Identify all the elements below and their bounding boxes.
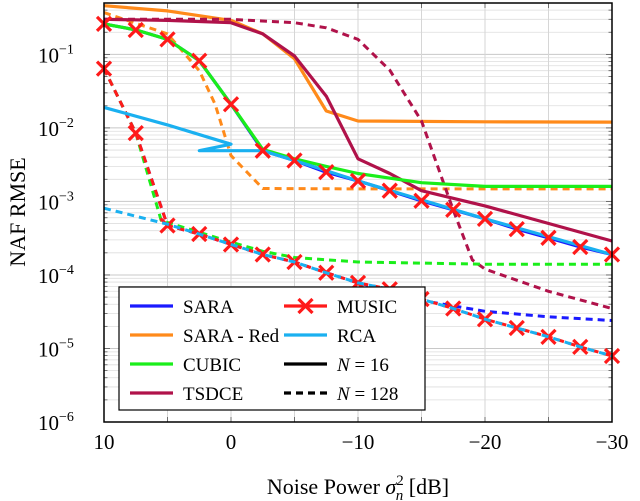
legend-entry: SARA: [130, 297, 234, 318]
music-marker: [222, 96, 240, 113]
legend-entry: N = 16: [284, 355, 389, 376]
music-marker: [508, 319, 525, 337]
music-marker: [445, 201, 462, 218]
y-tick-base: 10: [38, 43, 59, 67]
legend-label-value: = 16: [350, 355, 389, 376]
music-marker: [159, 31, 176, 48]
series-tsdce-n-128-: [104, 17, 613, 310]
legend-entry: SARA - Red: [130, 326, 280, 347]
x-axis-label: Noise Power σ2 n [dB]: [267, 473, 449, 501]
x-label-symbol: σ: [385, 474, 397, 499]
music-marker: [286, 152, 303, 169]
legend-entry: RCA: [284, 326, 376, 347]
legend-entry: N = 128: [284, 384, 398, 405]
legend-label: N = 16: [336, 355, 389, 376]
music-marker: [540, 229, 557, 246]
y-tick-base: 10: [38, 264, 59, 288]
music-marker: [254, 246, 271, 263]
y-tick-label: 10−4: [38, 263, 74, 288]
series-line: [103, 4, 613, 124]
music-marker: [381, 182, 398, 199]
legend-label: TSDCE: [183, 384, 243, 405]
legend-label: RCA: [337, 326, 376, 347]
legend-label: SARA: [183, 297, 234, 318]
series-tsdce-n-16-: [103, 17, 613, 243]
y-tick-exponent: −4: [59, 263, 74, 278]
y-axis-label: NAF RMSE: [5, 157, 30, 266]
music-marker: [572, 238, 589, 256]
legend-label: SARA - Red: [183, 326, 280, 347]
y-tick-exponent: −3: [59, 189, 74, 204]
y-tick-label: 10−6: [38, 410, 74, 435]
legend: SARA MUSIC SARA - Red RCA CUBIC N = 16 TSDCE N …: [118, 286, 426, 411]
x-label-subscript: n: [396, 488, 404, 501]
x-tick-label: 10: [94, 430, 115, 454]
x-label-superscript: 2: [396, 473, 404, 489]
legend-label-var: N: [336, 384, 351, 405]
y-tick-label: 10−1: [38, 42, 74, 67]
series-cubic-n-128-: [102, 67, 612, 266]
x-tick-label: −30: [596, 430, 629, 454]
x-label-unit: [dB]: [403, 474, 449, 499]
series-rca-n-128-: [103, 206, 613, 358]
y-tick-base: 10: [38, 411, 59, 435]
legend-label: MUSIC: [337, 297, 397, 318]
music-marker: [318, 164, 335, 181]
x-tick-label: 0: [226, 430, 237, 454]
music-marker: [191, 52, 208, 69]
y-tick-label: 10−2: [38, 116, 74, 141]
series-line: [102, 67, 612, 266]
series-line: [103, 11, 612, 191]
series-sara-red-n-16-: [103, 4, 613, 124]
x-label-text: Noise Power: [267, 474, 386, 499]
legend-entry: CUBIC: [130, 355, 241, 376]
y-tick-exponent: −5: [59, 336, 74, 351]
y-tick-label: 10−3: [38, 189, 74, 214]
series-line: [103, 206, 613, 358]
x-tick-label: −20: [469, 430, 502, 454]
y-tick-label: 10−5: [38, 336, 74, 361]
music-marker: [413, 192, 430, 209]
legend-entry: MUSIC: [284, 297, 397, 318]
legend-label-var: N: [336, 355, 351, 376]
y-tick-exponent: −2: [59, 116, 74, 131]
music-marker: [127, 124, 144, 142]
y-tick-exponent: −6: [59, 410, 74, 425]
y-tick-exponent: −1: [59, 42, 74, 57]
series-line: [103, 17, 613, 243]
music-marker: [297, 297, 314, 315]
y-tick-base: 10: [38, 117, 59, 141]
y-tick-base: 10: [38, 190, 59, 214]
legend-label: N = 128: [336, 384, 398, 405]
music-marker: [540, 328, 557, 345]
music-marker: [254, 142, 271, 159]
series-layer: [95, 4, 621, 365]
series-line: [102, 67, 613, 358]
legend-entry: TSDCE: [130, 384, 243, 405]
series-line: [104, 17, 613, 310]
legend-label: CUBIC: [183, 355, 241, 376]
plot-frame: [103, 2, 613, 423]
music-marker: [349, 172, 367, 190]
music-marker: [127, 21, 144, 39]
music-marker: [476, 210, 494, 227]
music-marker: [508, 221, 525, 238]
x-tick-label: −10: [342, 430, 375, 454]
y-tick-base: 10: [38, 337, 59, 361]
series-sara-red-n-128-: [103, 11, 612, 191]
legend-label-value: = 128: [350, 384, 399, 405]
